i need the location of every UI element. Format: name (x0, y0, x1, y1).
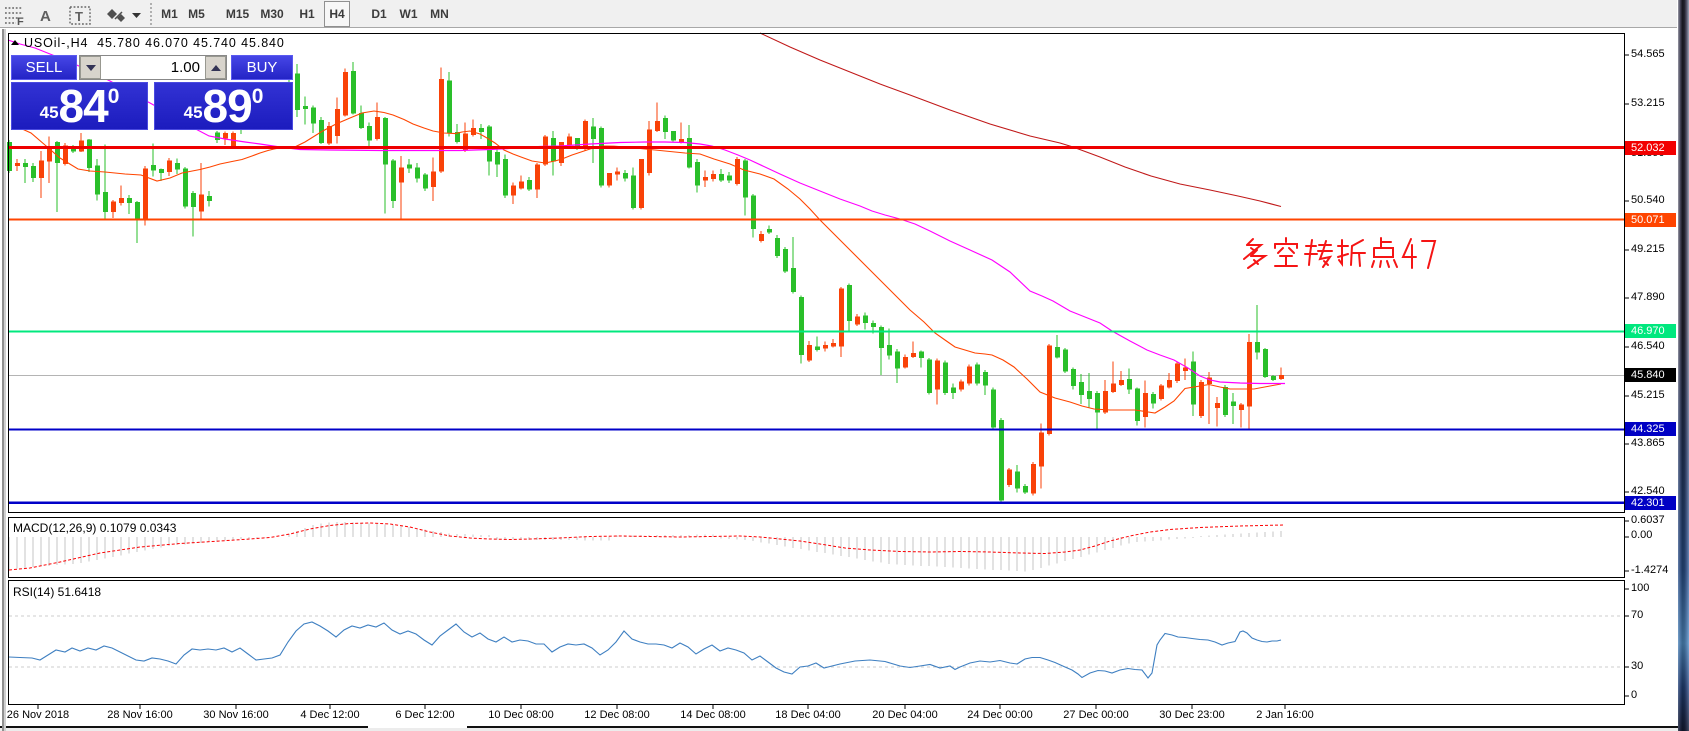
svg-text:A: A (40, 8, 51, 25)
svg-text:T: T (75, 9, 83, 24)
svg-text:F: F (17, 16, 24, 28)
